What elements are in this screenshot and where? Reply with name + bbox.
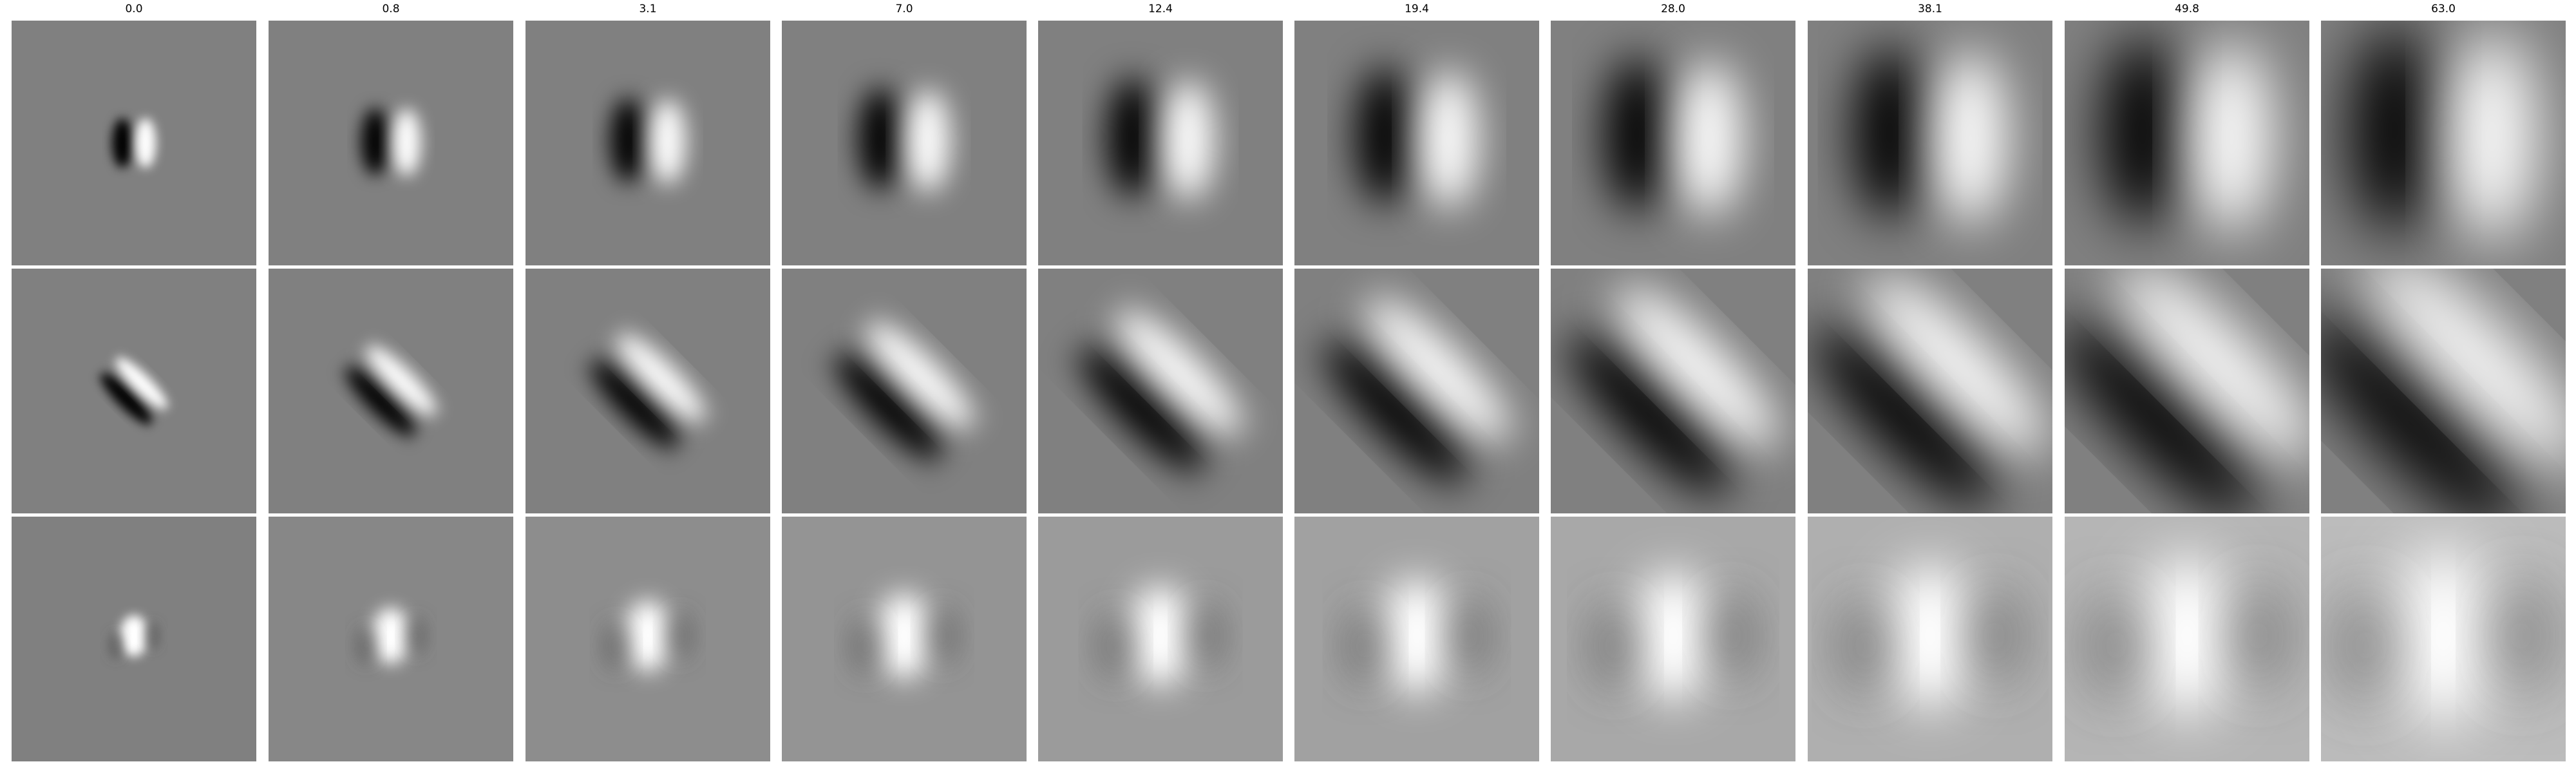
column-title: 0.8 — [382, 3, 400, 15]
column-title: 28.0 — [1661, 3, 1685, 15]
filter-panel — [526, 21, 770, 265]
filter-panel — [782, 269, 1027, 513]
filter-panel — [2321, 517, 2566, 761]
column-title: 38.1 — [1918, 3, 1942, 15]
filter-panel — [1038, 517, 1283, 761]
filter-panel — [1294, 269, 1539, 513]
filter-panel — [1808, 517, 2052, 761]
filter-panel — [12, 517, 256, 761]
column-title: 3.1 — [639, 3, 657, 15]
filter-panel — [1038, 269, 1283, 513]
column-title: 0.0 — [125, 3, 143, 15]
filter-panel — [2065, 269, 2309, 513]
filter-panel — [1551, 21, 1795, 265]
filter-panel — [1294, 517, 1539, 761]
filter-panel — [1808, 21, 2052, 265]
filter-panel — [1038, 21, 1283, 265]
filter-panel — [1551, 517, 1795, 761]
filter-panel — [2321, 21, 2566, 265]
column-title: 63.0 — [2431, 3, 2456, 15]
filter-panel — [2321, 269, 2566, 513]
filter-panel — [269, 269, 513, 513]
filter-panel — [269, 517, 513, 761]
filter-panel — [12, 21, 256, 265]
filter-panel — [782, 517, 1027, 761]
column-title: 49.8 — [2175, 3, 2199, 15]
filter-panel — [269, 21, 513, 265]
filter-panel — [1808, 269, 2052, 513]
filter-panel — [526, 517, 770, 761]
filter-panel — [782, 21, 1027, 265]
filter-panel — [2065, 21, 2309, 265]
filter-panel — [526, 269, 770, 513]
filter-panel — [1551, 269, 1795, 513]
filter-panel — [2065, 517, 2309, 761]
column-title: 19.4 — [1405, 3, 1429, 15]
column-title: 12.4 — [1148, 3, 1173, 15]
filter-panel — [1294, 21, 1539, 265]
filter-panel — [12, 269, 256, 513]
column-title: 7.0 — [895, 3, 913, 15]
